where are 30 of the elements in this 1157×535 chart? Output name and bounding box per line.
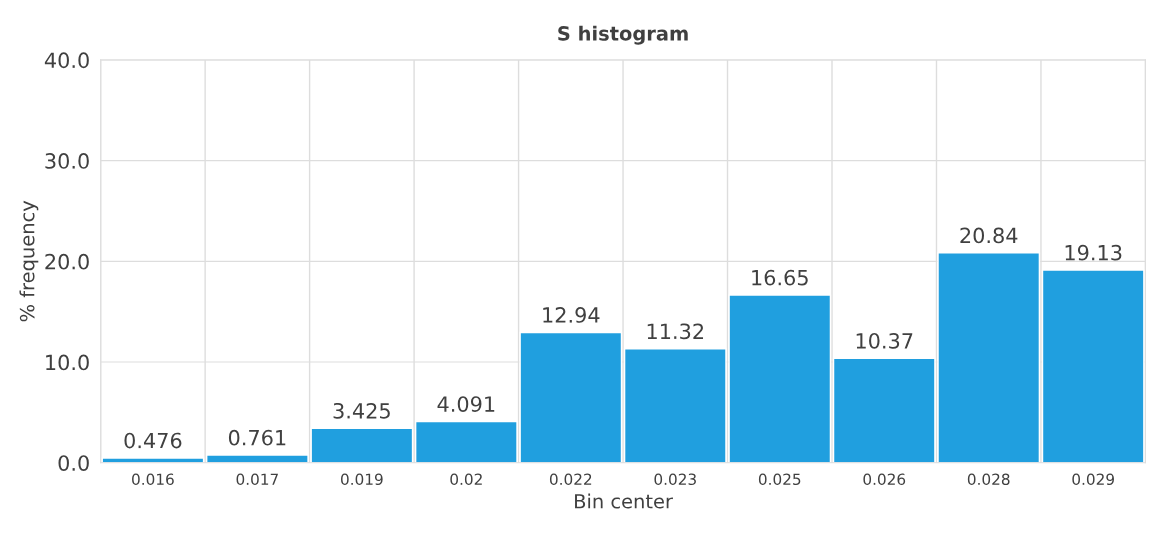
- x-tick-label: 0.02: [450, 473, 482, 486]
- chart-title: S histogram: [558, 25, 688, 45]
- data-label: 19.13: [1065, 244, 1122, 261]
- y-tick-label: 40.0: [44, 52, 89, 69]
- data-label: 3.425: [333, 402, 390, 419]
- y-tick-label: 30.0: [45, 153, 89, 169]
- x-tick-label: 0.028: [967, 473, 1010, 486]
- data-label: 4.091: [437, 396, 495, 412]
- x-tick-label: 0.016: [132, 473, 174, 486]
- data-label: 20.84: [960, 227, 1018, 244]
- x-tick-label: 0.026: [863, 473, 906, 486]
- data-label: 0.476: [124, 432, 182, 449]
- data-label: 12.94: [543, 307, 600, 323]
- x-tick-label: 0.019: [340, 473, 383, 486]
- x-tick-label: 0.022: [549, 473, 592, 486]
- data-label: 11.32: [647, 323, 704, 340]
- x-tick-label: 0.023: [654, 473, 696, 486]
- data-label: 10.37: [856, 332, 913, 349]
- x-tick-label: 0.029: [1072, 473, 1114, 486]
- y-axis-title: % frequency: [19, 200, 39, 322]
- y-tick-label: 20.0: [45, 253, 89, 270]
- data-label: 0.761: [228, 429, 286, 446]
- bar: [101, 457, 205, 463]
- bar: [1041, 269, 1145, 463]
- data-label: 16.65: [752, 269, 808, 286]
- y-tick-label: 10.0: [46, 354, 89, 371]
- x-tick-label: 0.017: [236, 473, 278, 486]
- y-tick-label: 0.0: [58, 455, 89, 471]
- x-tick-label: 0.025: [758, 473, 801, 486]
- x-axis-title: Bin center: [575, 493, 673, 509]
